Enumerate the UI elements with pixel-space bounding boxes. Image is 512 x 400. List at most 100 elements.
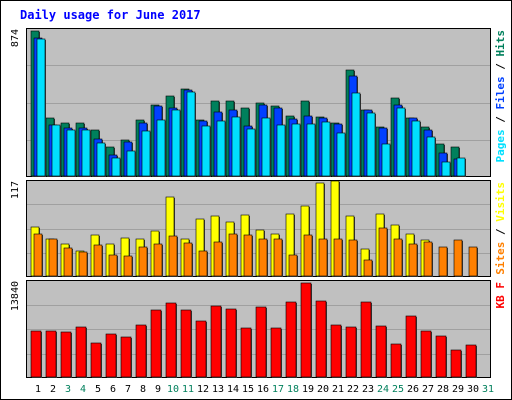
x-tick-label-day-16: 16	[257, 384, 269, 395]
bar-pages-day-17	[276, 124, 286, 177]
x-tick-label-day-5: 5	[95, 384, 101, 395]
bar-pages-day-3	[66, 129, 76, 177]
legend-part-hits: Hits	[494, 30, 507, 57]
bar-pages-day-28	[441, 161, 451, 177]
bar-pages-day-19	[306, 123, 316, 177]
x-tick-label-day-27: 27	[422, 384, 434, 395]
bar-sites-day-25	[393, 238, 403, 277]
bar-sites-day-30	[468, 246, 478, 277]
legend-part-kb: KB	[494, 295, 507, 309]
bar-sites-day-9	[153, 243, 163, 277]
bar-kb-f-day-11	[180, 309, 192, 378]
bar-pages-day-14	[231, 116, 241, 177]
bar-sites-day-16	[258, 238, 268, 277]
x-tick-label-day-10: 10	[167, 384, 179, 395]
y-max-label-bottom: 13840	[10, 281, 21, 311]
bar-kb-f-day-4	[75, 326, 87, 378]
bar-pages-day-15	[246, 128, 256, 177]
bar-sites-day-12	[198, 250, 208, 277]
legend-part-visits: Visits	[494, 182, 507, 222]
legend-part-sep	[494, 289, 507, 296]
bar-kb-f-day-7	[120, 336, 132, 378]
x-tick-label-day-28: 28	[437, 384, 449, 395]
bar-pages-day-2	[51, 124, 61, 177]
bar-sites-day-19	[303, 234, 313, 277]
x-tick-label-day-23: 23	[362, 384, 374, 395]
bar-kb-f-day-10	[165, 302, 177, 378]
bar-sites-day-24	[378, 227, 388, 277]
legend-part-sites: Sites	[494, 242, 507, 275]
bar-pages-day-9	[156, 119, 166, 177]
bar-sites-day-2	[48, 238, 58, 277]
y-max-label-middle: 117	[10, 181, 21, 199]
x-tick-label-day-29: 29	[452, 384, 464, 395]
bar-pages-day-26	[411, 120, 421, 177]
bar-kb-f-day-12	[195, 320, 207, 378]
bar-pages-day-20	[321, 121, 331, 177]
bar-sites-day-8	[138, 246, 148, 277]
bar-pages-day-1	[36, 38, 46, 177]
x-tick-label-day-3: 3	[65, 384, 71, 395]
bar-pages-day-18	[291, 123, 301, 177]
bar-sites-day-15	[243, 234, 253, 277]
bar-pages-day-4	[81, 129, 91, 177]
bar-kb-f-day-24	[375, 325, 387, 378]
bar-kb-f-day-3	[60, 331, 72, 378]
x-tick-label-day-6: 6	[110, 384, 116, 395]
x-tick-label-day-13: 13	[212, 384, 224, 395]
x-tick-label-day-1: 1	[35, 384, 41, 395]
x-tick-label-day-2: 2	[50, 384, 56, 395]
legend-part-sep: /	[494, 222, 507, 242]
bar-kb-f-day-21	[330, 324, 342, 378]
legend-part-files: Files	[494, 76, 507, 109]
bar-sites-day-21	[333, 238, 343, 277]
legend-part-sep: /	[494, 110, 507, 130]
bar-kb-f-day-16	[255, 306, 267, 378]
x-tick-label-day-9: 9	[155, 384, 161, 395]
x-tick-label-day-11: 11	[182, 384, 194, 395]
bar-pages-day-24	[381, 143, 391, 177]
bar-kb-f-day-18	[285, 301, 297, 378]
bar-kb-f-day-19	[300, 282, 312, 378]
bar-sites-day-17	[273, 238, 283, 277]
chart-title: Daily usage for June 2017	[20, 8, 201, 22]
bar-kb-f-day-14	[225, 308, 237, 378]
x-tick-label-day-18: 18	[287, 384, 299, 395]
bar-sites-day-20	[318, 238, 328, 277]
bar-kb-f-day-29	[450, 349, 462, 378]
x-tick-label-day-22: 22	[347, 384, 359, 395]
bar-sites-day-22	[348, 239, 358, 277]
bar-sites-day-13	[213, 241, 223, 277]
bar-sites-day-18	[288, 254, 298, 277]
bar-kb-f-day-26	[405, 315, 417, 378]
bar-pages-day-27	[426, 136, 436, 177]
x-tick-label-day-8: 8	[140, 384, 146, 395]
x-tick-label-day-21: 21	[332, 384, 344, 395]
bar-pages-day-16	[261, 117, 271, 177]
bar-kb-f-day-23	[360, 301, 372, 378]
bar-kb-f-day-2	[45, 330, 57, 378]
y-max-label-top: 874	[10, 29, 21, 47]
bar-sites-day-27	[423, 241, 433, 277]
bar-kb-f-day-6	[105, 333, 117, 378]
bar-sites-day-1	[33, 233, 43, 277]
bar-kb-f-day-27	[420, 330, 432, 378]
x-tick-label-day-7: 7	[125, 384, 131, 395]
bar-kb-f-day-1	[30, 330, 42, 378]
bar-kb-f-day-25	[390, 343, 402, 378]
bar-pages-day-6	[111, 157, 121, 177]
x-tick-label-day-25: 25	[392, 384, 404, 395]
x-tick-label-day-17: 17	[272, 384, 284, 395]
bar-pages-day-11	[186, 91, 196, 177]
legend-part-f: F	[494, 282, 507, 289]
legend-top: Pages / Files / Hits	[494, 30, 507, 163]
bar-sites-day-5	[93, 244, 103, 277]
x-tick-label-day-24: 24	[377, 384, 389, 395]
bar-pages-day-21	[336, 132, 346, 177]
bar-kb-f-day-8	[135, 324, 147, 378]
bar-kb-f-day-17	[270, 327, 282, 378]
bar-sites-day-28	[438, 246, 448, 277]
x-tick-label-day-15: 15	[242, 384, 254, 395]
bar-kb-f-day-30	[465, 344, 477, 378]
